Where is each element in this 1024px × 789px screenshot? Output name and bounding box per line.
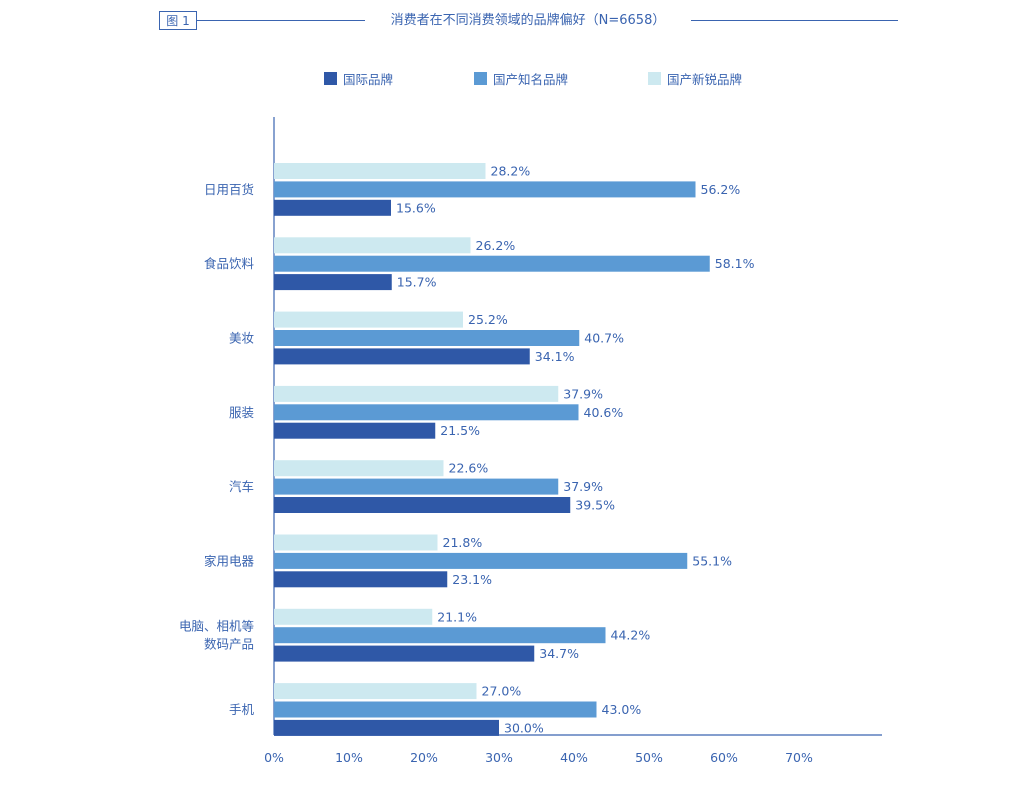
legend-item-domestic-known: 国产知名品牌 — [474, 69, 568, 88]
title-rule-left — [197, 20, 365, 21]
bar — [274, 534, 438, 551]
legend-swatch-international — [324, 72, 337, 85]
data-label: 39.5% — [575, 498, 615, 513]
data-label: 26.2% — [476, 238, 516, 253]
data-label: 37.9% — [563, 479, 603, 494]
x-tick-label: 20% — [410, 750, 438, 765]
data-label: 21.5% — [440, 423, 480, 438]
bar — [274, 683, 477, 700]
bar — [274, 199, 391, 216]
data-label: 30.0% — [504, 720, 544, 735]
data-label: 15.6% — [396, 200, 436, 215]
x-tick-label: 0% — [264, 750, 284, 765]
data-label: 28.2% — [491, 164, 531, 179]
x-tick-label: 10% — [335, 750, 363, 765]
data-label: 55.1% — [692, 553, 732, 568]
bar — [274, 163, 486, 179]
legend-label-international: 国际品牌 — [343, 72, 394, 87]
data-label: 23.1% — [452, 572, 492, 587]
data-label: 44.2% — [611, 628, 651, 643]
data-label: 15.7% — [397, 275, 437, 290]
legend-swatch-domestic-known — [474, 72, 487, 85]
bar — [274, 719, 499, 736]
bar — [274, 404, 579, 421]
category-label: 手机 — [229, 702, 255, 717]
category-label: 汽车 — [229, 479, 254, 494]
bar — [274, 608, 433, 625]
bar — [274, 348, 530, 365]
bar — [274, 627, 606, 644]
chart-title: 消费者在不同消费领域的品牌偏好（N=6658） — [390, 13, 666, 28]
x-tick-label: 60% — [710, 750, 738, 765]
x-tick-label: 30% — [485, 750, 513, 765]
legend-item-international: 国际品牌 — [324, 69, 393, 88]
x-tick-label: 70% — [785, 750, 813, 765]
bar — [274, 478, 559, 495]
category-label: 电脑、相机等 — [179, 619, 254, 634]
legend-swatch-domestic-new — [648, 72, 661, 85]
data-label: 43.0% — [602, 702, 642, 717]
bar — [274, 422, 436, 439]
category-label: 美妆 — [229, 331, 254, 346]
bar — [274, 311, 463, 328]
data-label: 40.7% — [584, 331, 624, 346]
legend-item-domestic-new: 国产新锐品牌 — [648, 69, 742, 88]
bar — [274, 701, 597, 718]
data-label: 21.1% — [437, 609, 477, 624]
category-label: 服装 — [229, 405, 254, 420]
x-tick-label: 50% — [635, 750, 663, 765]
title-rule-right — [691, 20, 898, 21]
bar — [274, 497, 571, 513]
legend: 国际品牌 国产知名品牌 国产新锐品牌 — [0, 69, 1024, 87]
bar — [274, 237, 471, 254]
bar — [274, 330, 580, 346]
category-label: 食品饮料 — [204, 256, 255, 271]
bar — [274, 645, 535, 662]
data-label: 34.1% — [535, 349, 575, 364]
category-label: 日用百货 — [204, 182, 254, 197]
bar — [274, 460, 444, 477]
bar — [274, 181, 696, 198]
figure-tag: 图 1 — [159, 11, 197, 30]
data-label: 37.9% — [563, 386, 603, 401]
category-label: 家用电器 — [204, 553, 255, 568]
data-label: 25.2% — [468, 312, 508, 327]
bar — [274, 552, 688, 569]
data-label: 58.1% — [715, 256, 755, 271]
data-label: 34.7% — [539, 646, 579, 661]
x-tick-label: 40% — [560, 750, 588, 765]
legend-label-domestic-known: 国产知名品牌 — [493, 72, 569, 87]
bar — [274, 385, 559, 402]
category-label: 数码产品 — [204, 637, 254, 652]
legend-label-domestic-new: 国产新锐品牌 — [667, 72, 743, 87]
data-label: 21.8% — [443, 535, 483, 550]
data-label: 40.6% — [584, 405, 624, 420]
bar — [274, 255, 710, 272]
data-label: 22.6% — [449, 461, 489, 476]
data-label: 27.0% — [482, 684, 522, 699]
bar — [274, 571, 448, 588]
bar — [274, 274, 392, 291]
data-label: 56.2% — [701, 182, 741, 197]
